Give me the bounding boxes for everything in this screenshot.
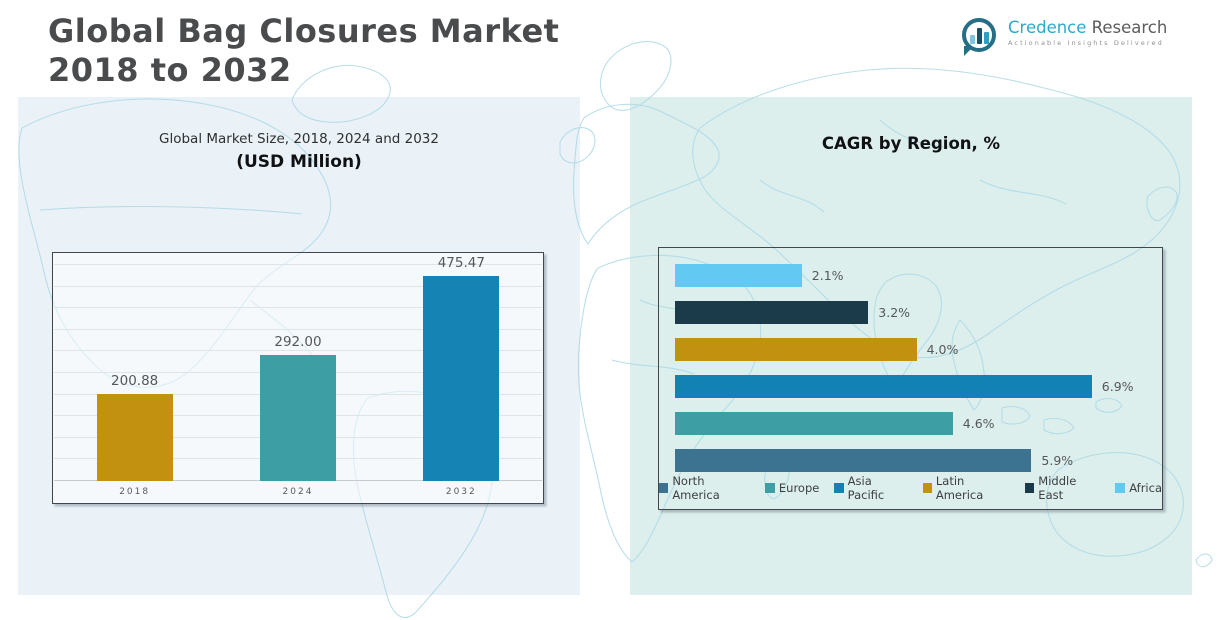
cagr-value-label: 4.6%: [962, 416, 995, 431]
market-size-chart-subtitle: (USD Million): [236, 152, 362, 172]
x-axis-label-2024: 2024: [282, 487, 314, 497]
legend-swatch: [659, 483, 669, 493]
legend-swatch: [1115, 483, 1126, 493]
logo-brand-secondary: Research: [1091, 18, 1168, 37]
cagr-bar-europe: [675, 412, 953, 435]
market-size-column-chart: 200.88 292.00 475.47 2018 2024 2032: [52, 252, 544, 504]
page-title-line2: 2018 to 2032: [48, 51, 292, 89]
logo-brand: Credence Research: [1008, 18, 1167, 37]
legend-label: Middle East: [1038, 474, 1077, 502]
legend-label: Europe: [778, 481, 820, 495]
cagr-row-asia-pacific: 6.9%: [675, 375, 1154, 398]
cagr-row-europe: 4.6%: [675, 412, 1154, 435]
column-bars: 200.88 292.00 475.47: [53, 253, 543, 481]
credence-research-logo: Credence Research Actionable Insights De…: [962, 18, 1167, 56]
logo-text: Credence Research Actionable Insights De…: [1008, 18, 1167, 47]
cagr-value-label: 4.0%: [926, 342, 959, 357]
x-axis-label-2018: 2018: [119, 487, 151, 497]
cagr-bars: 2.1% 3.2% 4.0% 6.9% 4.6% 5.9%: [675, 264, 1154, 472]
cagr-bar-africa: [675, 264, 802, 287]
legend-swatch: [922, 483, 932, 493]
x-axis-label-2032: 2032: [445, 487, 477, 497]
cagr-row-middle-east: 3.2%: [675, 301, 1154, 324]
cagr-row-north-america: 5.9%: [675, 449, 1154, 472]
x-axis-labels: 2018 2024 2032: [53, 481, 543, 503]
page-title-line1: Global Bag Closures Market: [48, 12, 560, 50]
cagr-row-latin-america: 4.0%: [675, 338, 1154, 361]
legend-label: Asia Pacific: [847, 474, 885, 502]
legend-label: Africa: [1129, 481, 1162, 495]
cagr-value-label: 5.9%: [1041, 453, 1074, 468]
logo-brand-primary: Credence: [1008, 18, 1087, 37]
column-bar-2032: [423, 275, 500, 481]
bar-chart-speech-bubble-icon: [962, 18, 1000, 56]
column-2032: 475.47: [380, 255, 542, 481]
cagr-row-africa: 2.1%: [675, 264, 1154, 287]
column-2018: 200.88: [54, 373, 216, 481]
column-bar-2024: [259, 354, 336, 481]
legend-swatch: [1024, 483, 1035, 493]
legend-item-europe: Europe: [764, 481, 820, 495]
column-value-label: 475.47: [437, 254, 485, 271]
column-2024: 292.00: [217, 334, 379, 481]
legend-swatch: [764, 483, 775, 493]
cagr-bar-north-america: [675, 449, 1032, 472]
legend-swatch: [834, 483, 844, 493]
cagr-value-label: 2.1%: [811, 268, 844, 283]
legend-item-latin-america: Latin America: [922, 474, 1010, 502]
legend-label: Latin America: [935, 474, 984, 502]
cagr-value-label: 3.2%: [878, 305, 911, 320]
cagr-bar-latin-america: [675, 338, 917, 361]
column-bar-2018: [96, 394, 173, 481]
legend-item-middle-east: Middle East: [1024, 474, 1100, 502]
logo-tagline: Actionable Insights Delivered: [1008, 39, 1164, 47]
column-value-label: 200.88: [111, 373, 159, 390]
cagr-value-label: 6.9%: [1101, 379, 1134, 394]
legend-item-asia-pacific: Asia Pacific: [834, 474, 907, 502]
cagr-bar-asia-pacific: [675, 375, 1092, 398]
page-title: Global Bag Closures Market 2018 to 2032: [48, 12, 559, 90]
cagr-bar-middle-east: [675, 301, 869, 324]
market-size-chart-title: Global Market Size, 2018, 2024 and 2032: [159, 131, 439, 147]
cagr-chart-title: CAGR by Region, %: [821, 134, 1001, 153]
column-value-label: 292.00: [274, 333, 322, 350]
legend-item-north-america: North America: [659, 474, 750, 502]
legend-item-africa: Africa: [1115, 481, 1162, 495]
cagr-legend: North America Europe Asia Pacific Latin Ame…: [659, 474, 1162, 502]
cagr-horizontal-bar-chart: 2.1% 3.2% 4.0% 6.9% 4.6% 5.9% North America Eu…: [658, 247, 1163, 510]
legend-label: North America: [672, 474, 720, 502]
